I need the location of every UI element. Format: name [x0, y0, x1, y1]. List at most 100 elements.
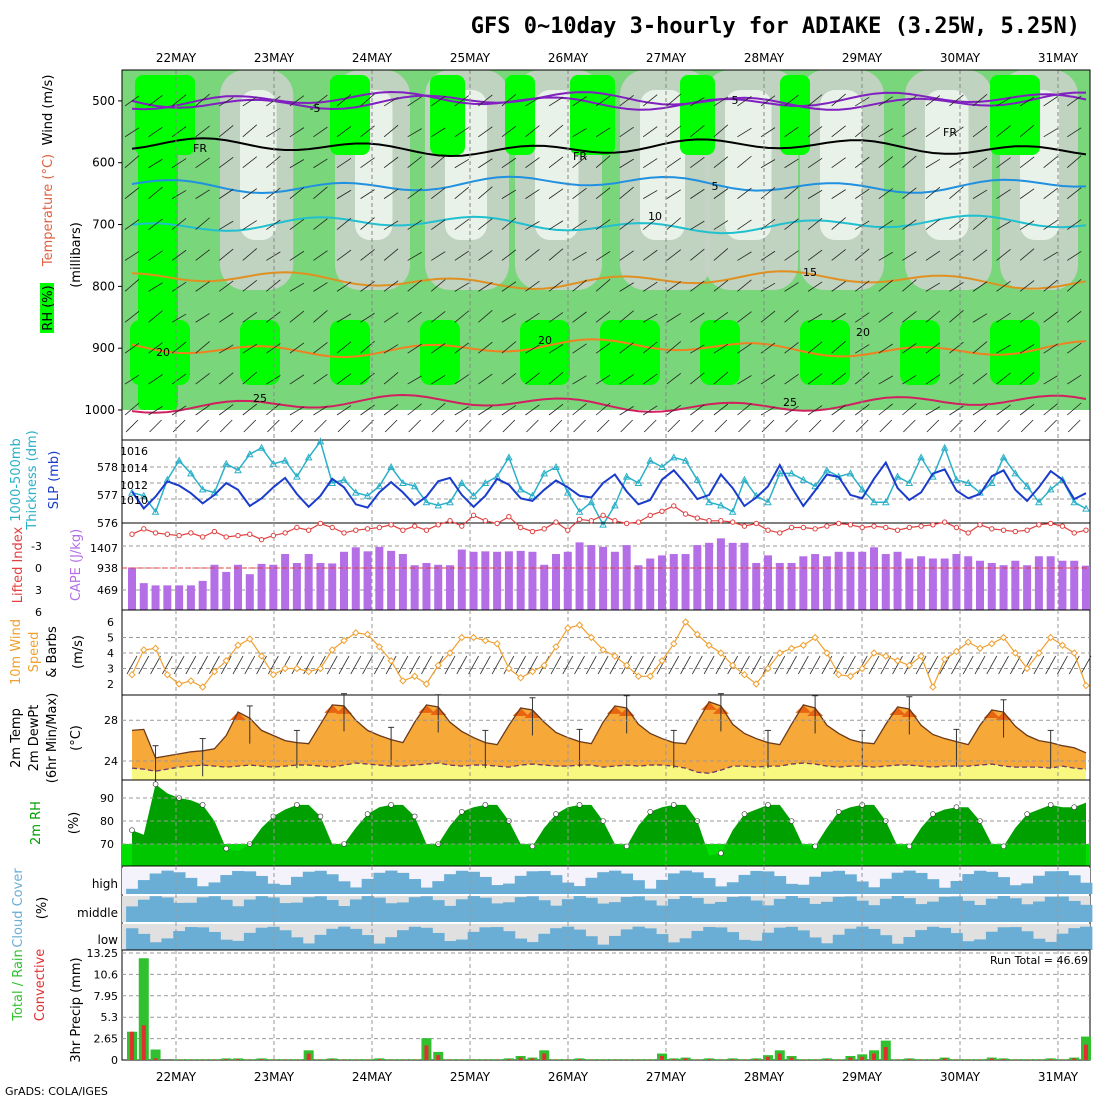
wind-speed-point — [222, 657, 230, 665]
wind-speed-point — [1070, 649, 1078, 657]
lifted-index-point — [635, 519, 642, 525]
wind-barb — [408, 419, 421, 433]
precip-tick: 13.25 — [87, 947, 119, 960]
wind-barb — [242, 220, 257, 230]
wind-speed-point — [964, 638, 972, 646]
pressure-tick: 600 — [92, 156, 115, 170]
wind-barb — [972, 405, 988, 416]
wind-barb — [1080, 655, 1092, 675]
cloud-bar — [338, 906, 351, 922]
wind-speed-point — [658, 657, 666, 665]
wind-barb — [407, 96, 422, 107]
li-tick: 6 — [35, 606, 42, 619]
wind-barb — [525, 221, 540, 230]
cloud-bar — [938, 927, 952, 950]
wind-barb — [171, 94, 187, 107]
wind-speed-point — [870, 649, 878, 657]
cape-bar — [186, 585, 195, 610]
wind-barb — [595, 374, 611, 385]
cloud-bar — [656, 934, 669, 950]
li-tick: 3 — [35, 584, 42, 597]
wind-barb — [831, 125, 846, 138]
cloud-bar — [738, 939, 751, 950]
cloud-bar — [785, 883, 798, 894]
wind-barb — [644, 655, 656, 675]
wind-barb — [171, 126, 187, 138]
rh2m-point — [718, 850, 724, 857]
wind-barb — [878, 403, 894, 416]
cloud-bar — [773, 927, 787, 950]
thickness-marker — [187, 469, 195, 477]
cape-bar — [716, 538, 725, 610]
cloud-bar — [844, 896, 857, 922]
wind-barb — [478, 186, 493, 199]
wind-barb — [786, 655, 797, 675]
wind-barb — [1043, 187, 1058, 199]
cloud-bar — [302, 943, 316, 950]
wind-barb — [336, 94, 352, 107]
wind-barb — [996, 372, 1011, 385]
pressure-tick: 800 — [92, 279, 115, 293]
wind-barb — [171, 373, 187, 385]
thickness-marker — [446, 498, 454, 506]
cape-bar — [893, 551, 902, 610]
wind-barb — [1019, 96, 1035, 107]
cloud-bar — [397, 872, 410, 894]
lifted-index-point — [353, 527, 359, 533]
cloud-bar — [302, 897, 316, 922]
lifted-index-point — [411, 523, 418, 529]
cloud-bar — [738, 874, 751, 894]
precip-tick: 0 — [111, 1054, 118, 1067]
date-label-bottom: 29MAY — [842, 1070, 883, 1084]
wind-barb — [501, 405, 517, 416]
wind-barb — [643, 190, 658, 199]
wind-barb — [218, 312, 234, 323]
cloud-bar — [620, 897, 634, 922]
cloud-bar — [1033, 875, 1046, 894]
slp-tick: 1016 — [120, 445, 148, 458]
cape-bar — [1011, 560, 1020, 610]
wind-barb — [713, 124, 729, 138]
cape-bar — [340, 551, 348, 610]
wind-barb — [548, 220, 564, 230]
wind-barb — [124, 279, 140, 292]
cloud-bar — [644, 928, 657, 950]
cloud-bar — [255, 896, 268, 922]
cloud-bar — [985, 931, 999, 950]
wind-barb — [902, 187, 917, 199]
thickness-marker — [1023, 482, 1031, 490]
wind-speed-point — [552, 643, 560, 651]
wind-barb — [266, 343, 281, 354]
cloud-bar — [1080, 904, 1093, 922]
wind-barb — [362, 655, 373, 675]
wind-barb — [501, 94, 517, 107]
precip-convective-bar — [259, 1059, 264, 1060]
wind-barb — [1019, 312, 1035, 323]
wind-speed-point — [1023, 664, 1031, 673]
cloud-bar — [879, 935, 893, 950]
cloud-bar — [491, 927, 504, 950]
cloud-bar — [538, 871, 551, 894]
temperature-contour — [131, 90, 1087, 111]
cloud-bar — [408, 897, 422, 922]
wind-barb — [574, 655, 585, 675]
cloud-bar — [503, 931, 516, 950]
pressure-tick: 500 — [92, 94, 115, 108]
wind-tick: 5 — [107, 632, 114, 645]
wind-barb — [878, 251, 893, 261]
lifted-index-point — [529, 528, 536, 535]
wind-barb — [148, 374, 163, 385]
precip-convective-bar — [989, 1058, 994, 1060]
wind-barb — [313, 158, 328, 169]
date-label-top: 28MAY — [744, 51, 785, 65]
wind-barb — [643, 405, 658, 416]
wind-barb — [454, 342, 470, 354]
date-label-bottom: 31MAY — [1038, 1070, 1079, 1084]
axis-title: 1000-500mb — [9, 438, 24, 522]
thickness-marker — [457, 478, 466, 486]
cloud-bar — [173, 872, 186, 894]
wind-barb — [526, 419, 539, 433]
wind-barb — [360, 249, 375, 261]
cloud-bar — [762, 871, 775, 894]
cloud-bar — [691, 897, 704, 922]
